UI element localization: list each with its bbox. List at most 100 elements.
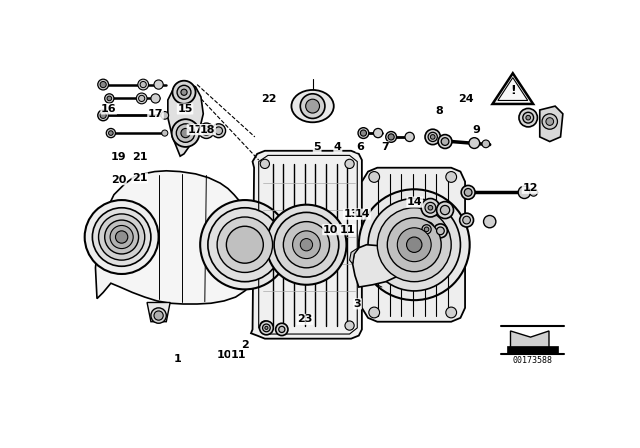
Circle shape xyxy=(138,79,148,90)
Text: 5: 5 xyxy=(314,142,321,152)
Text: 17: 17 xyxy=(148,109,163,119)
Circle shape xyxy=(464,189,472,196)
Circle shape xyxy=(542,114,557,129)
Circle shape xyxy=(202,126,211,135)
Text: 1: 1 xyxy=(174,354,182,364)
Text: 23: 23 xyxy=(297,314,312,324)
Polygon shape xyxy=(362,168,465,322)
Circle shape xyxy=(484,215,496,228)
Circle shape xyxy=(406,237,422,252)
Circle shape xyxy=(204,129,209,133)
Circle shape xyxy=(438,134,452,148)
Text: 8: 8 xyxy=(435,106,444,116)
Circle shape xyxy=(405,132,414,142)
Circle shape xyxy=(259,321,273,335)
Circle shape xyxy=(140,82,147,88)
Circle shape xyxy=(345,159,354,168)
Circle shape xyxy=(300,238,312,251)
Text: 12: 12 xyxy=(522,183,538,193)
Text: 24: 24 xyxy=(458,94,474,103)
Text: 13: 13 xyxy=(344,209,359,219)
Circle shape xyxy=(181,89,187,95)
Circle shape xyxy=(424,227,429,232)
Circle shape xyxy=(176,124,195,142)
Circle shape xyxy=(98,79,109,90)
Text: 21: 21 xyxy=(132,173,147,183)
Circle shape xyxy=(200,200,289,289)
Circle shape xyxy=(425,202,436,213)
Text: 10: 10 xyxy=(323,225,338,235)
Text: 14: 14 xyxy=(407,197,422,207)
Polygon shape xyxy=(251,151,362,339)
Circle shape xyxy=(358,128,369,138)
Circle shape xyxy=(215,127,223,134)
Bar xyxy=(508,346,558,354)
Circle shape xyxy=(276,323,288,336)
Polygon shape xyxy=(492,73,533,104)
Circle shape xyxy=(388,134,394,140)
Circle shape xyxy=(208,208,282,282)
Text: 11: 11 xyxy=(340,225,355,235)
Circle shape xyxy=(105,94,114,103)
Circle shape xyxy=(419,222,435,237)
Polygon shape xyxy=(511,331,549,353)
Circle shape xyxy=(523,112,534,123)
Text: 16: 16 xyxy=(101,104,116,114)
Circle shape xyxy=(345,321,354,330)
Circle shape xyxy=(227,226,263,263)
Circle shape xyxy=(360,130,367,136)
Circle shape xyxy=(482,140,490,148)
Circle shape xyxy=(181,129,190,138)
Circle shape xyxy=(387,218,441,271)
Text: 10: 10 xyxy=(217,350,232,360)
Circle shape xyxy=(212,124,225,138)
Circle shape xyxy=(177,85,191,99)
Polygon shape xyxy=(95,171,260,304)
Circle shape xyxy=(279,326,285,332)
Text: 18: 18 xyxy=(200,125,216,135)
Circle shape xyxy=(300,94,325,118)
Circle shape xyxy=(110,225,133,249)
Text: 2: 2 xyxy=(241,340,249,350)
Circle shape xyxy=(368,198,460,291)
Text: 15: 15 xyxy=(177,104,193,114)
Circle shape xyxy=(461,185,475,199)
Circle shape xyxy=(428,132,437,142)
Circle shape xyxy=(98,110,109,121)
Circle shape xyxy=(139,95,145,102)
Circle shape xyxy=(162,130,168,136)
Circle shape xyxy=(386,132,397,142)
Circle shape xyxy=(422,225,431,234)
Circle shape xyxy=(469,138,480,148)
Circle shape xyxy=(284,222,330,268)
Circle shape xyxy=(154,311,163,320)
Circle shape xyxy=(306,99,319,113)
Circle shape xyxy=(105,220,139,254)
Circle shape xyxy=(397,228,431,262)
Circle shape xyxy=(172,119,200,147)
Circle shape xyxy=(109,131,113,135)
Circle shape xyxy=(151,308,166,323)
Text: 19: 19 xyxy=(111,152,126,162)
Circle shape xyxy=(115,231,128,243)
Polygon shape xyxy=(349,248,359,264)
Circle shape xyxy=(84,200,159,274)
Circle shape xyxy=(428,206,433,210)
Circle shape xyxy=(100,82,106,88)
Circle shape xyxy=(265,326,268,329)
Circle shape xyxy=(92,208,151,266)
Circle shape xyxy=(151,94,160,103)
Polygon shape xyxy=(353,245,403,287)
Circle shape xyxy=(421,198,440,217)
Text: 20: 20 xyxy=(111,175,126,185)
Circle shape xyxy=(440,206,450,215)
Polygon shape xyxy=(540,106,563,142)
Circle shape xyxy=(519,108,538,127)
Text: 11: 11 xyxy=(230,350,246,360)
Circle shape xyxy=(518,186,531,198)
Circle shape xyxy=(100,112,106,118)
Circle shape xyxy=(136,93,147,104)
Circle shape xyxy=(436,227,444,235)
Circle shape xyxy=(262,324,270,332)
Circle shape xyxy=(266,205,346,285)
